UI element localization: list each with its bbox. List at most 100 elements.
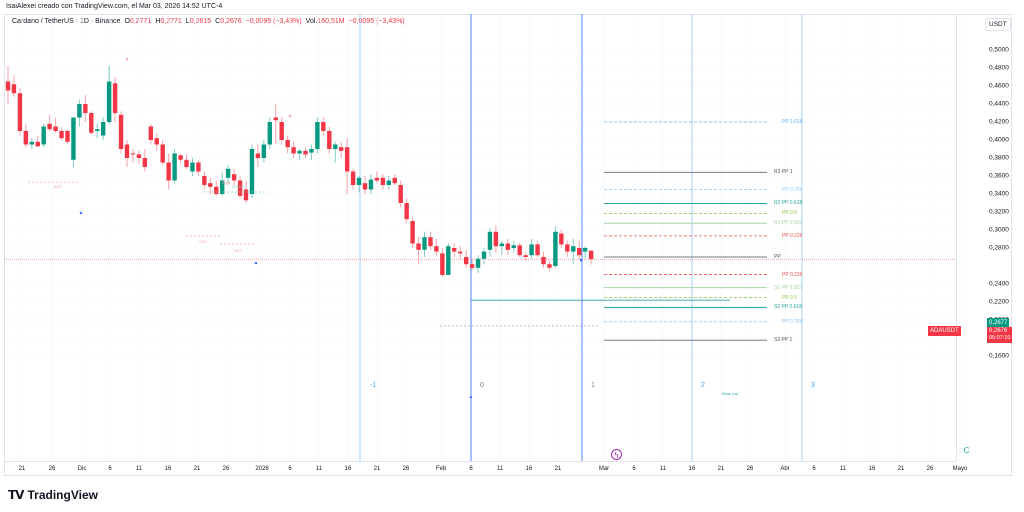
svg-text:▼: ▼ [579, 258, 584, 264]
date-tick: 26 [746, 466, 754, 472]
date-tick: 16 [525, 466, 533, 472]
date-tick: 21 [18, 466, 26, 472]
date-tick: 6 [288, 466, 292, 472]
pivot-label: PP 0.236 [782, 232, 803, 239]
date-tick: 6 [812, 466, 816, 472]
date-tick: 21 [554, 466, 562, 472]
price-tick: 0,5000 [989, 46, 1009, 54]
pivot-label: PP 0.786 [782, 186, 803, 193]
date-tick: 21 [897, 466, 905, 472]
price-tick: 0,3400 [989, 190, 1009, 198]
pivot-label: R1 PP 0.382 [774, 220, 803, 227]
event-lightning-icon[interactable]: ϟ [611, 449, 622, 460]
loading-indicator-icon: ◌C [959, 446, 970, 455]
price-tick: 0,4000 [989, 136, 1009, 144]
price-tick: 0,3200 [989, 208, 1009, 216]
cycle-label: 0 [480, 382, 484, 389]
price-tick: 0,2400 [989, 280, 1009, 288]
date-tick: 16 [688, 466, 696, 472]
date-tick: 2026 [255, 466, 269, 472]
currency-button[interactable]: USDT [985, 18, 1011, 31]
time-axis[interactable] [4, 461, 956, 477]
pivot-label: R2 PP 0.618 [774, 200, 803, 207]
date-tick: Mayo [952, 466, 968, 472]
chart-credit: IsaiAlexei creado con TradingView.com, e… [6, 3, 223, 10]
close-value: 0,2676 [220, 18, 242, 25]
price-tick: 0,2800 [989, 244, 1009, 252]
price-tick: 0,4800 [989, 64, 1009, 72]
svg-text:BOS: BOS [234, 249, 242, 253]
pivot-label: S1 PP 0.382 [774, 284, 802, 291]
volume-change: −0,0095 (−3,43%) [348, 18, 405, 25]
price-tick: 0,4400 [989, 100, 1009, 108]
logo-text: TradingView [27, 488, 98, 502]
pivot-label: PP [774, 254, 781, 260]
price-axis[interactable] [956, 14, 1013, 461]
cycle-label: 2 [701, 382, 705, 389]
svg-text:▼: ▼ [288, 114, 293, 120]
cycle-label: 3 [811, 382, 815, 389]
date-tick: 16 [868, 466, 876, 472]
date-tick: 26 [222, 466, 230, 472]
tv-logo-icon: 𝗧𝗩 [8, 488, 25, 502]
date-tick: 21 [717, 466, 725, 472]
date-tick: 21 [193, 466, 201, 472]
symbol-title[interactable]: Cardano / TetherUS · 1D · Binance [12, 18, 121, 25]
ohlc-legend: Cardano / TetherUS · 1D · Binance O0,277… [12, 18, 405, 25]
date-tick: 16 [344, 466, 352, 472]
pivot-label: PP 0.5 [782, 210, 797, 217]
bid-tag: 0,2677 [987, 318, 1010, 328]
last-price: 0,2676 [989, 328, 1008, 334]
pivot-label: S2 PP 0.618 [774, 304, 802, 311]
price-tick: 0,3800 [989, 154, 1009, 162]
svg-text:Weak Low: Weak Low [722, 392, 739, 396]
date-tick: Feb [435, 466, 447, 472]
date-tick: 6 [108, 466, 112, 472]
pivot-label: PP 1.618 [782, 119, 803, 125]
date-tick: 6 [632, 466, 636, 472]
price-tick: 0,4600 [989, 82, 1009, 90]
tradingview-logo: 𝗧𝗩 TradingView [8, 488, 98, 502]
date-tick: 26 [926, 466, 934, 472]
date-tick: 26 [48, 466, 56, 472]
date-tick: 11 [496, 466, 504, 472]
date-tick: 26 [402, 466, 410, 472]
date-tick: 11 [659, 466, 667, 472]
date-tick: 11 [135, 466, 143, 472]
price-tick: 0,3600 [989, 172, 1009, 180]
price-tick: 0,2200 [989, 298, 1009, 306]
svg-text:BOS: BOS [199, 240, 207, 244]
date-tick: 16 [164, 466, 172, 472]
symbol-tag: ADAUSDT [928, 326, 961, 336]
price-tick: 0,3000 [989, 226, 1009, 234]
open-value: 0,2771 [129, 18, 152, 25]
countdown: 05:07:10 [989, 335, 1011, 341]
date-tick: Dic [77, 466, 87, 472]
last-price-tag: 0,2676 05:07:10 [987, 327, 1013, 343]
pivot-label: PP 0.236 [782, 271, 803, 278]
svg-text:CHoCH: CHoCH [232, 185, 245, 189]
pivot-label: PP 0.786 [782, 318, 803, 325]
date-tick: 11 [839, 466, 847, 472]
svg-text:▲: ▲ [79, 210, 84, 216]
change-value: −0,0095 (−3,43%) [245, 18, 302, 25]
date-tick: Abr [780, 466, 790, 472]
svg-text:EQH: EQH [222, 181, 230, 185]
date-tick: Mar [598, 466, 610, 472]
svg-text:▲: ▲ [254, 260, 259, 266]
low-value: 0,2615 [189, 18, 212, 25]
pivot-label: R3 PP 1 [774, 169, 793, 176]
pivot-label: S3 PP 1 [774, 337, 793, 344]
high-value: 0,2771 [160, 18, 182, 25]
volume-value: 160,51M [317, 18, 345, 25]
svg-text:BOS: BOS [54, 185, 62, 189]
cycle-label: 1 [591, 382, 595, 389]
date-tick: 21 [373, 466, 381, 472]
svg-text:▼: ▼ [125, 57, 130, 63]
chart-frame [4, 14, 1012, 476]
date-tick: 6 [469, 466, 473, 472]
price-tick: 0,4200 [989, 118, 1009, 126]
pivot-label: PP 0.5 [782, 294, 797, 301]
date-tick: 11 [315, 466, 323, 472]
